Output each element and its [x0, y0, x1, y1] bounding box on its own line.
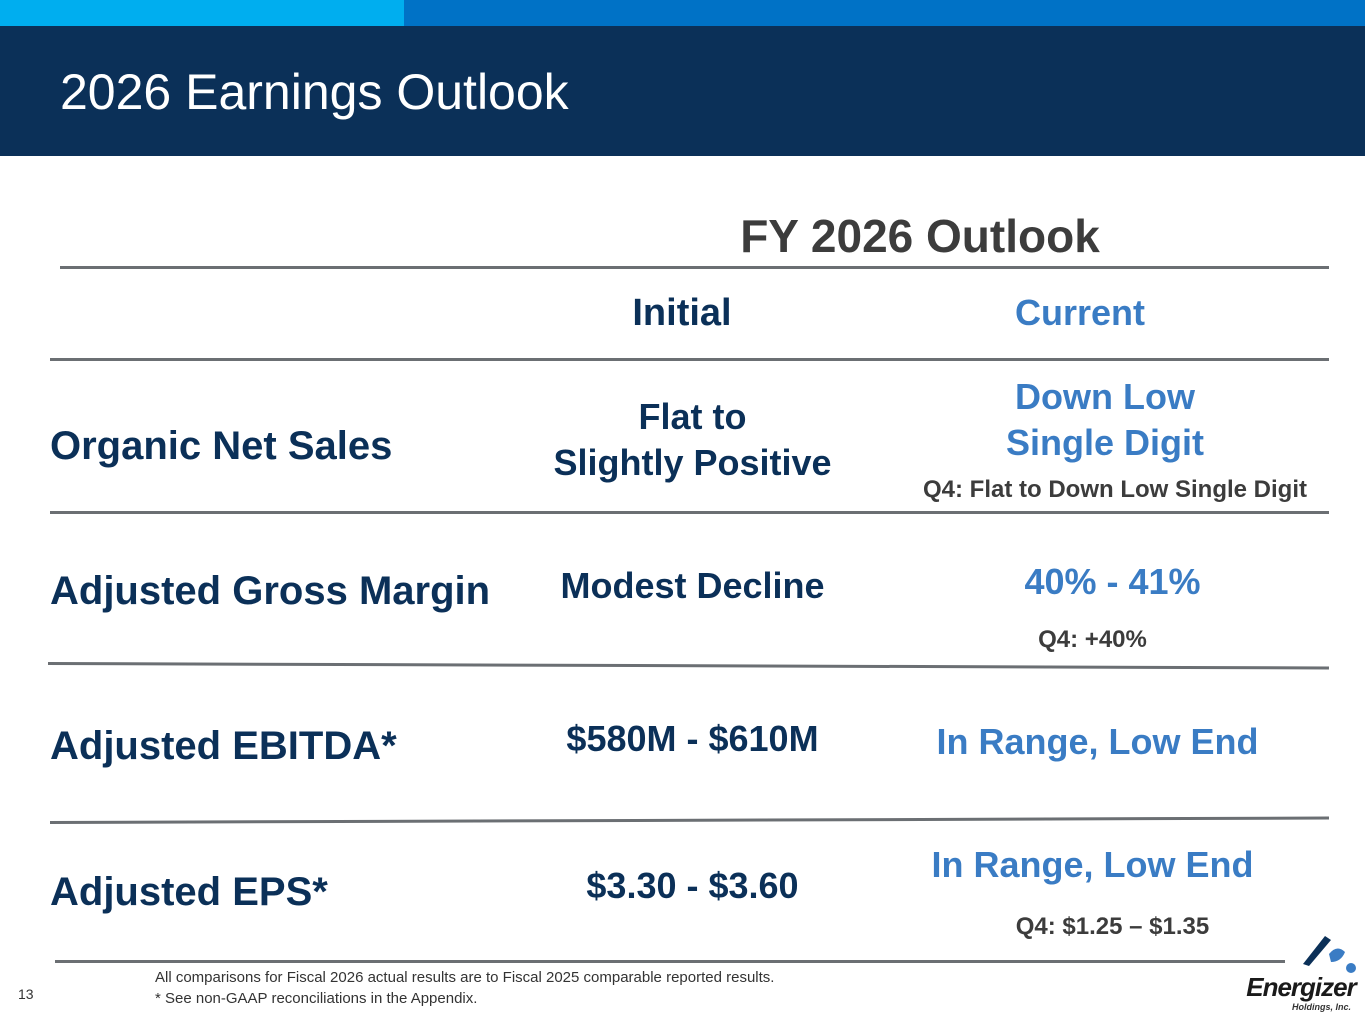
row-label-adjusted-ebitda: Adjusted EBITDA* — [50, 724, 397, 768]
logo-wordmark: Energizer — [1246, 972, 1357, 1002]
row-label-organic-net-sales: Organic Net Sales — [50, 424, 393, 468]
initial-value-adjusted-eps: $3.30 - $3.60 — [586, 865, 799, 906]
divider-row-2 — [47, 662, 1329, 670]
outlook-title: FY 2026 Outlook — [740, 210, 1100, 262]
page-number: 13 — [18, 986, 34, 1002]
top-accent-bar-light — [0, 0, 404, 26]
current-value-line: Down Low — [1015, 376, 1195, 417]
row-label-adjusted-gross-margin: Adjusted Gross Margin — [50, 569, 491, 613]
top-accent-bar-dark — [404, 0, 1365, 26]
q4-note-organic-net-sales: Q4: Flat to Down Low Single Digit — [923, 476, 1307, 503]
divider-top — [60, 266, 1329, 269]
initial-value-line: Slightly Positive — [553, 442, 832, 483]
header-band — [0, 26, 1365, 156]
current-value-line: Single Digit — [1006, 422, 1204, 463]
page-title: 2026 Earnings Outlook — [60, 64, 569, 120]
current-value-adjusted-ebitda: In Range, Low End — [936, 721, 1259, 762]
logo-subtext: Holdings, Inc. — [1291, 1002, 1351, 1012]
initial-value-line: Flat to — [638, 396, 747, 437]
logo-mark-icon — [1303, 936, 1356, 973]
column-header-current: Current — [1014, 292, 1145, 333]
current-value-adjusted-gross-margin: 40% - 41% — [1024, 561, 1201, 602]
row-label-adjusted-eps: Adjusted EPS* — [50, 870, 328, 914]
energizer-logo: Energizer Holdings, Inc. — [1245, 932, 1357, 1016]
column-header-initial: Initial — [632, 292, 732, 334]
current-value-organic-net-sales: Down Low Single Digit — [925, 374, 1285, 466]
divider-bottom — [55, 960, 1285, 963]
divider-row-1 — [50, 511, 1329, 514]
divider-row-3 — [50, 816, 1330, 824]
initial-value-adjusted-gross-margin: Modest Decline — [560, 565, 825, 606]
current-value-adjusted-eps: In Range, Low End — [931, 844, 1254, 885]
footnote-non-gaap: * See non-GAAP reconciliations in the Ap… — [155, 990, 478, 1007]
initial-value-organic-net-sales: Flat to Slightly Positive — [520, 394, 865, 486]
initial-value-adjusted-ebitda: $580M - $610M — [566, 718, 819, 759]
divider-header — [50, 358, 1329, 361]
footnote-comparisons: All comparisons for Fiscal 2026 actual r… — [155, 969, 775, 986]
q4-note-adjusted-eps: Q4: $1.25 – $1.35 — [1015, 913, 1210, 940]
q4-note-adjusted-gross-margin: Q4: +40% — [1038, 626, 1147, 653]
